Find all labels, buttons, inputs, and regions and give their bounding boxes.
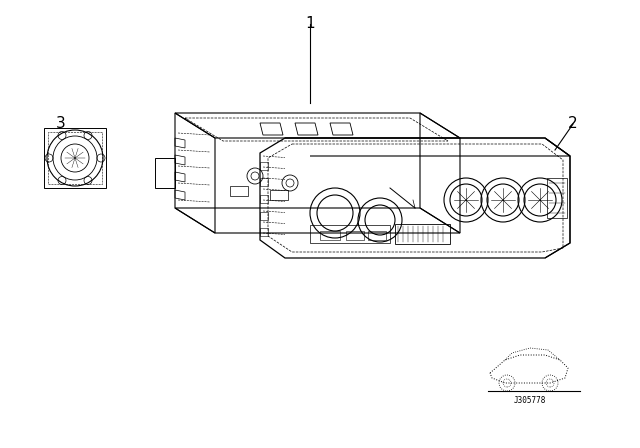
Text: 2: 2 bbox=[568, 116, 578, 131]
Bar bbox=[270, 190, 288, 200]
Text: 1: 1 bbox=[305, 16, 315, 31]
Bar bbox=[320, 231, 340, 240]
Bar bbox=[368, 231, 386, 240]
Bar bbox=[44, 128, 106, 188]
Bar bbox=[260, 162, 268, 170]
Text: 3: 3 bbox=[56, 116, 66, 131]
Text: J305778: J305778 bbox=[514, 396, 546, 405]
Bar bbox=[230, 186, 248, 196]
Bar bbox=[260, 212, 268, 220]
Bar bbox=[260, 195, 268, 203]
Bar bbox=[260, 178, 268, 186]
Bar bbox=[48, 132, 102, 184]
Bar bbox=[310, 225, 390, 243]
Bar bbox=[395, 224, 450, 244]
Bar bbox=[346, 231, 364, 240]
Bar bbox=[547, 178, 567, 218]
Bar bbox=[260, 228, 268, 236]
